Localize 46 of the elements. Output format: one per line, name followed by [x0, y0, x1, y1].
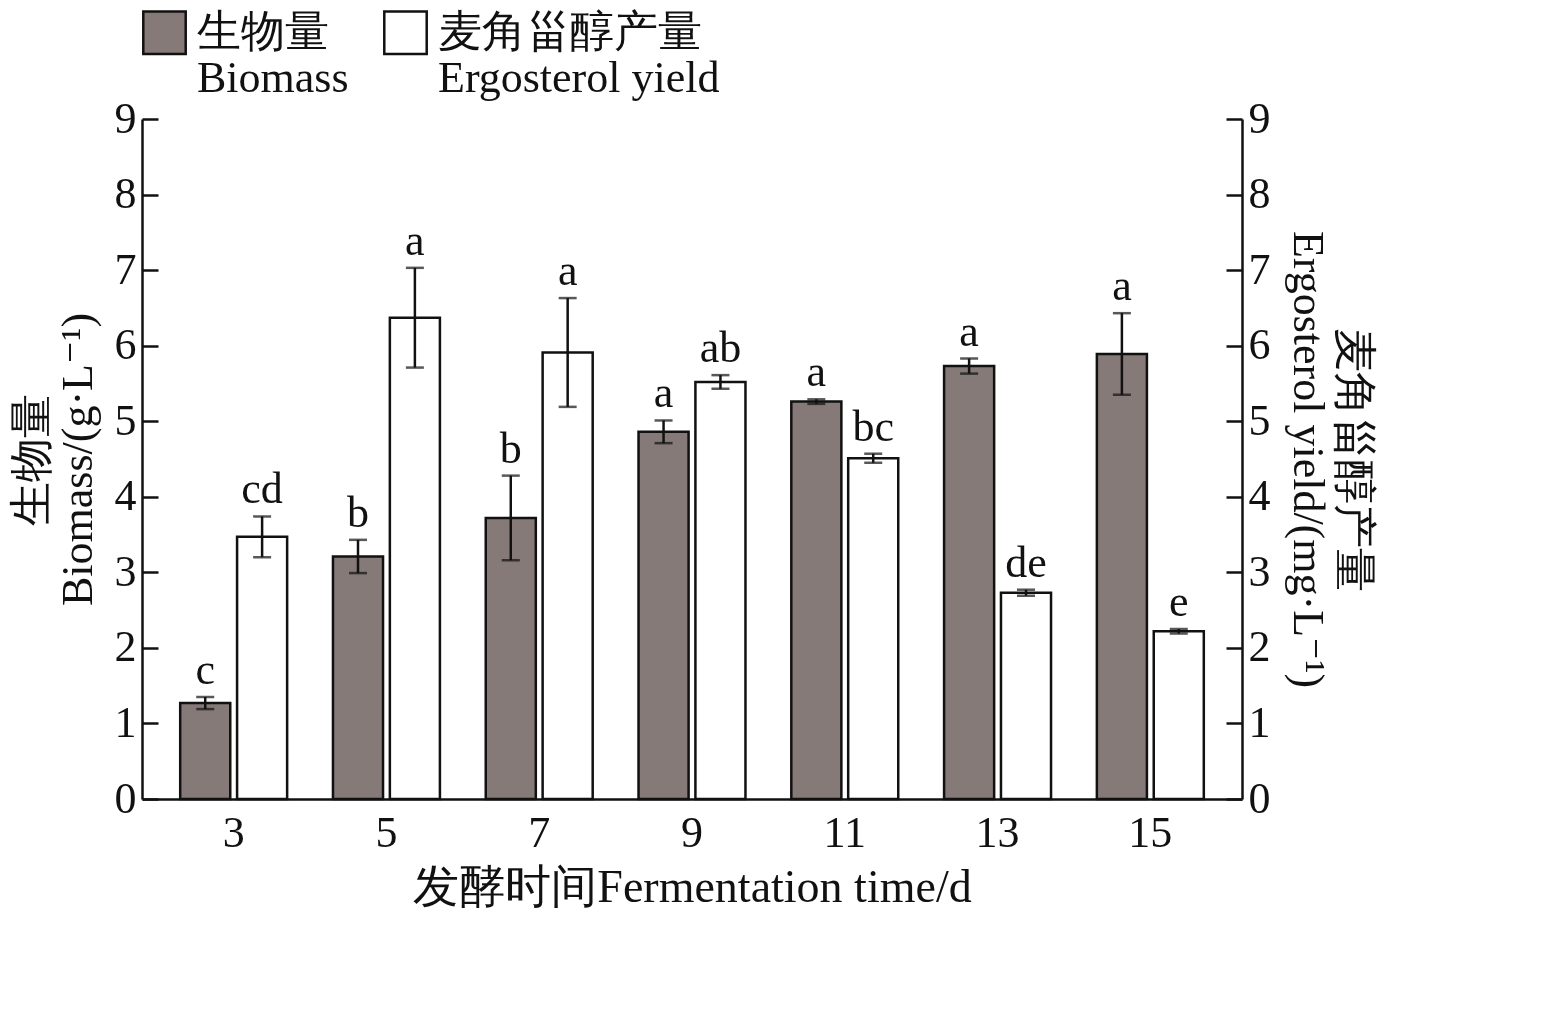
y-tick-label: 4	[114, 471, 137, 521]
y-tick-label: 2	[114, 622, 137, 672]
x-axis-title: 发酵时间Fermentation time/d	[413, 860, 972, 912]
data-label: a	[959, 306, 979, 356]
x-tick-label: 13	[975, 807, 1020, 857]
data-label: ab	[699, 323, 742, 373]
y-tick-label: 5	[114, 395, 137, 445]
y2-tick-label: 7	[1248, 244, 1271, 294]
y-tick-label: 9	[114, 93, 137, 143]
y2-tick-label: 9	[1248, 93, 1271, 143]
y2-tick-label: 3	[1248, 546, 1271, 596]
x-tick-label: 11	[823, 807, 866, 857]
data-label: a	[653, 368, 674, 418]
legend-label: 生物量 Biomass	[197, 6, 349, 102]
y-tick-label: 6	[114, 320, 137, 370]
data-label: a	[405, 215, 425, 265]
y-axis-title: 生物量 Biomass/(g·L⁻¹)	[6, 312, 102, 607]
y2-tick-label: 5	[1248, 395, 1271, 445]
data-label: a	[806, 347, 827, 397]
data-label: b	[499, 423, 522, 473]
y2-tick-label: 1	[1248, 697, 1271, 747]
data-label: e	[1169, 577, 1189, 626]
y2-tick-label: 2	[1248, 622, 1271, 672]
data-label: a	[557, 246, 578, 296]
data-label: b	[347, 487, 369, 537]
x-tick-label: 15	[1128, 807, 1173, 857]
y2-axis-title: 麦角甾醇产量 Ergosterol yield/(mg·L⁻¹)	[1283, 230, 1379, 689]
legend-label: 麦角甾醇产量 Ergosterol yield	[438, 6, 720, 102]
x-tick-label: 5	[375, 807, 398, 857]
x-tick-label: 9	[681, 807, 703, 857]
y2-tick-label: 0	[1248, 773, 1271, 823]
data-label: a	[1112, 261, 1132, 311]
y2-tick-label: 8	[1248, 169, 1271, 219]
y-tick-label: 3	[114, 546, 137, 596]
data-label: bc	[852, 401, 894, 451]
y-tick-label: 7	[114, 244, 137, 294]
data-label: c	[195, 645, 215, 694]
y-tick-label: 8	[114, 169, 137, 219]
x-tick-label: 3	[222, 807, 245, 857]
y-tick-label: 0	[114, 773, 137, 823]
y2-tick-label: 4	[1248, 471, 1271, 521]
y2-tick-label: 6	[1248, 320, 1271, 370]
data-label: cd	[241, 464, 283, 514]
data-label: de	[1005, 537, 1047, 587]
y-tick-label: 1	[114, 697, 137, 747]
x-tick-label: 7	[528, 807, 551, 857]
